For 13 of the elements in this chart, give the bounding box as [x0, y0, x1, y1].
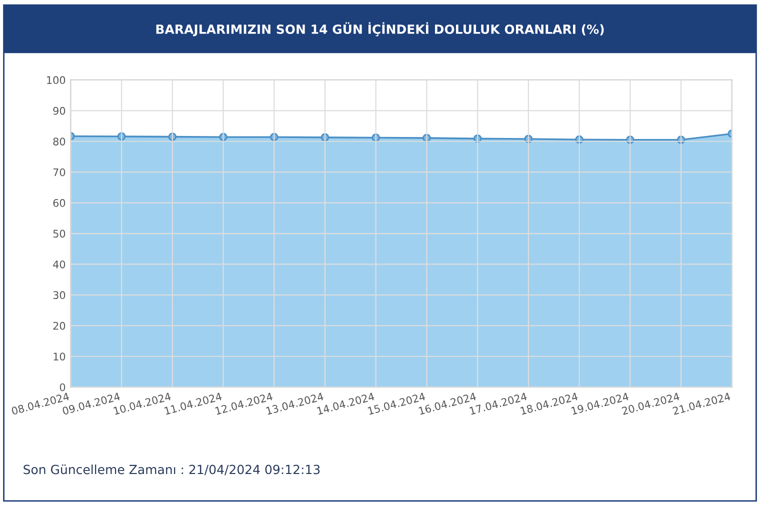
y-tick-label: 10	[54, 352, 66, 360]
y-tick-label: 40	[53, 260, 66, 268]
y-tick-label: 20	[53, 322, 66, 330]
chart-title: BARAJLARIMIZIN SON 14 GÜN İÇİNDEKİ DOLULUK ORANLARI (%)	[156, 22, 604, 36]
y-tick-label: 70	[53, 168, 66, 176]
y-tick-label: 90	[53, 106, 66, 115]
y-tick-label: 80	[53, 138, 66, 146]
y-tick-label: 100	[47, 76, 66, 84]
y-tick-label: 50	[53, 230, 66, 238]
y-tick-label: 30	[53, 291, 66, 300]
text: Son Güncelleme Zamanı : 21/04/2024 09:12:13	[24, 464, 320, 476]
y-tick-label: 0	[60, 383, 66, 392]
y-tick-label: 60	[53, 199, 66, 207]
